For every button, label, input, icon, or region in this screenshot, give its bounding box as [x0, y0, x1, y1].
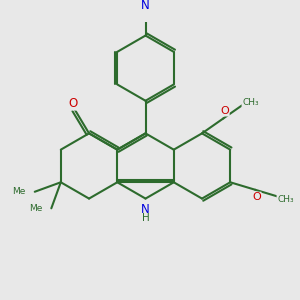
Text: O: O: [68, 97, 77, 110]
Text: Me: Me: [13, 187, 26, 196]
Text: N: N: [141, 202, 150, 216]
Text: CH₃: CH₃: [242, 98, 259, 107]
Text: CH₃: CH₃: [277, 195, 294, 204]
Text: O: O: [220, 106, 229, 116]
Text: N: N: [141, 0, 150, 12]
Text: O: O: [252, 192, 261, 202]
Text: H: H: [142, 214, 149, 224]
Text: Me: Me: [29, 204, 43, 213]
